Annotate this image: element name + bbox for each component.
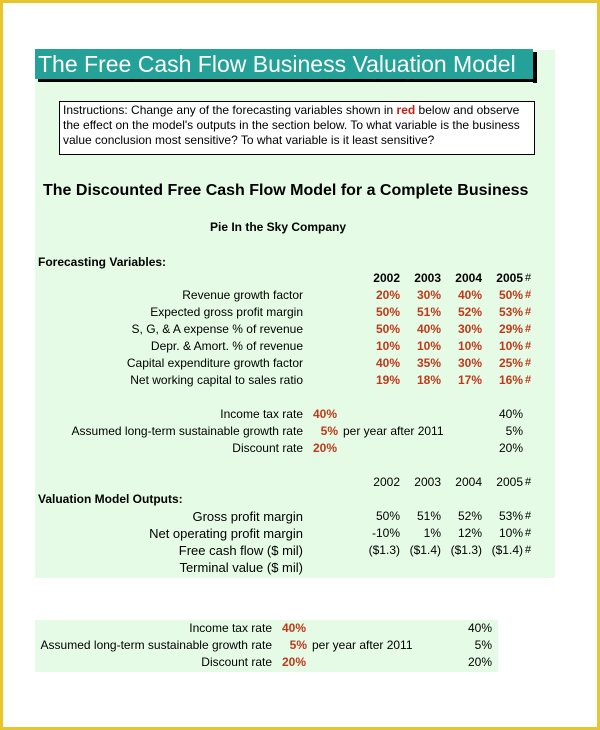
income-tax-output: 40% [467,621,492,635]
overflow-marker: # [525,544,532,556]
discount-rate-label: Discount rate [232,441,303,455]
forecast-year-header: 2002 [373,271,400,285]
output-year-header: 2003 [414,475,441,489]
outputs-section-label: Valuation Model Outputs: [38,492,183,506]
instructions-text-2: below and observe the effect on the mode… [63,103,520,147]
output-cell: ($1.4) [409,543,441,557]
income-tax-label: Income tax rate [189,621,272,635]
spreadsheet-area-lower [35,620,498,672]
company-name: Pie In the Sky Company [210,220,347,234]
forecast-input-cell[interactable]: 40% [416,322,441,336]
discount-rate-label: Discount rate [201,655,272,669]
forecast-input-cell[interactable]: 50% [375,305,400,319]
forecast-input-cell[interactable]: 10% [375,339,400,353]
overflow-marker: # [525,272,532,284]
overflow-marker: # [525,476,532,488]
overflow-marker: # [525,527,532,539]
output-row-label: Free cash flow ($ mil) [178,543,303,558]
forecast-row-label: Expected gross profit margin [150,305,303,319]
income-tax-input[interactable]: 40% [313,407,338,421]
overflow-marker: # [525,289,532,301]
growth-rate-suffix: per year after 2011 [343,424,444,438]
income-tax-input[interactable]: 40% [282,621,307,635]
forecast-input-cell[interactable]: 10% [498,339,523,353]
overflow-marker: # [525,323,532,335]
forecast-input-cell[interactable]: 51% [416,305,441,319]
forecast-row-label: S, G, & A expense % of revenue [131,322,303,336]
output-cell: 10% [498,526,523,540]
output-year-header: 2005 [496,475,523,489]
discount-rate-output: 20% [467,655,492,669]
output-cell: ($1.3) [450,543,482,557]
forecast-input-cell[interactable]: 35% [416,356,441,370]
growth-rate-input[interactable]: 5% [289,638,307,652]
discount-rate-output: 20% [498,441,523,455]
output-row-label: Gross profit margin [192,509,303,524]
output-row-label: Net operating profit margin [149,526,303,541]
discount-rate-input[interactable]: 20% [282,655,307,669]
page-title: The Free Cash Flow Business Valuation Mo… [35,49,533,79]
forecasting-section-label: Forecasting Variables: [38,255,167,269]
forecast-year-header: 2003 [414,271,441,285]
output-cell: 53% [498,509,523,523]
forecast-input-cell[interactable]: 53% [498,305,523,319]
forecast-input-cell[interactable]: 16% [498,373,523,387]
growth-rate-label: Assumed long-term sustainable growth rat… [40,638,272,652]
forecast-year-header: 2004 [455,271,482,285]
growth-rate-label: Assumed long-term sustainable growth rat… [71,424,303,438]
output-cell: -10% [371,526,400,540]
forecast-input-cell[interactable]: 10% [416,339,441,353]
output-cell: 50% [375,509,400,523]
forecast-year-header: 2005 [496,271,523,285]
output-cell: 52% [457,509,482,523]
forecast-input-cell[interactable]: 52% [457,305,482,319]
instructions-box: Instructions: Change any of the forecast… [59,101,535,155]
model-heading: The Discounted Free Cash Flow Model for … [43,182,529,199]
forecast-input-cell[interactable]: 29% [498,322,523,336]
overflow-marker: # [525,340,532,352]
overflow-marker: # [525,306,532,318]
forecast-input-cell[interactable]: 50% [375,322,400,336]
output-row-label: Terminal value ($ mil) [179,560,303,575]
overflow-marker: # [525,357,532,369]
forecast-input-cell[interactable]: 18% [416,373,441,387]
output-cell: 1% [423,526,441,540]
income-tax-output: 40% [498,407,523,421]
instructions-text-1: Instructions: Change any of the forecast… [63,103,397,117]
forecast-input-cell[interactable]: 30% [416,288,441,302]
growth-rate-output: 5% [505,424,523,438]
forecast-input-cell[interactable]: 30% [457,322,482,336]
income-tax-label: Income tax rate [220,407,303,421]
forecast-input-cell[interactable]: 50% [498,288,523,302]
output-cell: ($1.4) [491,543,523,557]
discount-rate-input[interactable]: 20% [313,441,338,455]
output-cell: 12% [457,526,482,540]
forecast-row-label: Net working capital to sales ratio [130,373,303,387]
title-shadow-bottom [38,79,537,82]
forecast-input-cell[interactable]: 40% [375,356,400,370]
forecast-input-cell[interactable]: 10% [457,339,482,353]
forecast-row-label: Revenue growth factor [182,288,303,302]
forecast-input-cell[interactable]: 17% [457,373,482,387]
output-cell: ($1.3) [368,543,400,557]
overflow-marker: # [525,374,532,386]
overflow-marker: # [525,510,532,522]
forecast-row-label: Capital expenditure growth factor [126,356,303,370]
title-shadow [533,52,537,83]
output-year-header: 2002 [373,475,400,489]
instructions-red-word: red [396,103,416,117]
output-year-header: 2004 [455,475,482,489]
forecast-input-cell[interactable]: 19% [375,373,400,387]
growth-rate-suffix: per year after 2011 [312,638,413,652]
forecast-input-cell[interactable]: 25% [498,356,523,370]
growth-rate-output: 5% [474,638,492,652]
growth-rate-input[interactable]: 5% [320,424,338,438]
forecast-input-cell[interactable]: 30% [457,356,482,370]
forecast-input-cell[interactable]: 20% [375,288,400,302]
forecast-input-cell[interactable]: 40% [457,288,482,302]
output-cell: 51% [416,509,441,523]
forecast-row-label: Depr. & Amort. % of revenue [150,339,303,353]
